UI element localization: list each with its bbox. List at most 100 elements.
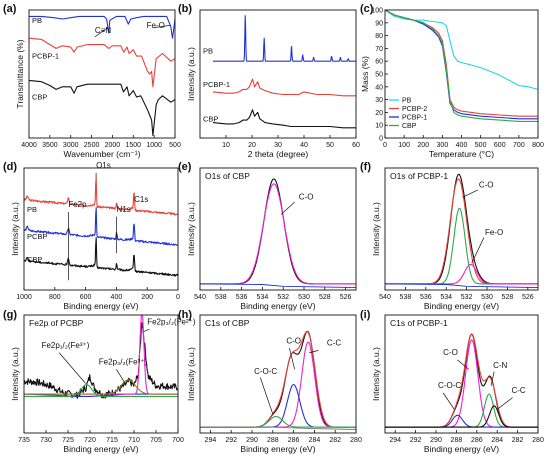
x-tick-label: 532 xyxy=(277,294,289,301)
x-tick-label: 288 xyxy=(267,437,279,444)
x-axis-label: Binding energy (eV) xyxy=(424,301,499,311)
series-line-pb xyxy=(29,15,175,39)
y-tick-label: 90 xyxy=(375,20,383,27)
annotation-pointer xyxy=(152,25,171,29)
x-tick-label: 290 xyxy=(246,437,258,444)
x-axis-label: Binding energy (eV) xyxy=(63,444,138,454)
series-line-cbp xyxy=(212,109,356,129)
x-tick-label: 294 xyxy=(205,437,217,444)
series-line xyxy=(24,384,178,397)
series-line xyxy=(385,207,538,285)
y-tick-label: 80 xyxy=(375,33,383,40)
x-tick-label: 700 xyxy=(513,142,525,149)
x-tick-label: 290 xyxy=(430,437,442,444)
x-tick-label: 534 xyxy=(440,294,452,301)
chart-title: O1s of PCBP-1 xyxy=(390,171,448,181)
y-tick-label: 100 xyxy=(371,8,383,15)
x-tick-label: 280 xyxy=(350,437,362,444)
x-tick-label: 286 xyxy=(288,437,300,444)
series-line-pcbp-1 xyxy=(212,78,356,97)
series-line xyxy=(200,283,356,289)
x-tick-label: 526 xyxy=(340,294,352,301)
x-tick-label: 528 xyxy=(319,294,331,301)
panel-f: (f) O1s of PCBP-1 540 538 536 534 532 530 528 526… xyxy=(360,161,539,311)
plot-area xyxy=(24,315,178,399)
x-tick-label: 530 xyxy=(298,294,310,301)
x-tick-label: 528 xyxy=(502,294,514,301)
y-tick-label: 20 xyxy=(375,110,383,117)
series-label-cbp: CBP xyxy=(203,114,218,123)
x-axis-label: 2 theta (degree) xyxy=(248,149,309,159)
plot-area xyxy=(385,10,538,122)
x-tick-label: 2500 xyxy=(84,142,100,149)
x-tick-label: 800 xyxy=(49,294,61,301)
x-tick-label: 294 xyxy=(389,437,401,444)
x-tick-label: 3000 xyxy=(63,142,79,149)
annotation-pointer xyxy=(280,201,295,215)
x-tick-label: 500 xyxy=(169,142,181,149)
x-tick-label: 282 xyxy=(329,437,341,444)
x-tick-label: 540 xyxy=(379,294,391,301)
chart-title: C1s of PCBP-1 xyxy=(390,318,448,328)
x-tick-label: 288 xyxy=(451,437,463,444)
annotation: C-O-C xyxy=(254,367,277,376)
x-tick-label: 60 xyxy=(352,142,360,149)
y-tick-label: 50 xyxy=(375,72,383,79)
axes-frame xyxy=(384,314,539,434)
panel-label: (d) xyxy=(3,161,17,173)
plot-area xyxy=(200,330,356,430)
series-line xyxy=(24,379,178,395)
x-tick-label: 292 xyxy=(225,437,237,444)
legend-entry: CBP xyxy=(402,123,417,130)
y-axis-label: Intensity (a.u.) xyxy=(371,202,381,256)
x-tick-label: 50 xyxy=(326,142,334,149)
x-tick-label: 720 xyxy=(84,437,96,444)
panel-h: (h) C1s of CBP 294 292 290 288 286 284 282 280 Bin… xyxy=(178,309,362,454)
y-tick-label: 40 xyxy=(375,84,383,91)
legend-entry: PB xyxy=(402,98,412,105)
series-line-pcbp xyxy=(24,207,178,246)
annotation-pointer xyxy=(442,392,455,410)
x-tick-label: 700 xyxy=(172,437,184,444)
annotation-pointer xyxy=(490,371,495,386)
axes-frame xyxy=(23,314,179,434)
x-tick-label: 536 xyxy=(420,294,432,301)
annotation-pointer xyxy=(143,328,150,332)
x-tick-label: 538 xyxy=(400,294,412,301)
x-tick-label: 715 xyxy=(106,437,118,444)
annotation: C-C xyxy=(511,386,525,395)
axes-frame xyxy=(28,9,176,139)
panel-label: (h) xyxy=(178,309,192,321)
panel-a: (a) 4000 3500 3000 2500 2000 1500 1000 500 Wavenu… xyxy=(3,3,181,159)
series-line xyxy=(385,333,538,428)
annotation-pointer xyxy=(116,369,126,384)
series-line-cbp xyxy=(24,237,178,277)
panel-d: (d) 1000 800 600 400 200 0 Binding energy (eV) I… xyxy=(3,161,180,311)
series-line xyxy=(385,283,538,289)
x-tick-label: 284 xyxy=(309,437,321,444)
panel-label: (a) xyxy=(3,3,17,15)
x-tick-label: 286 xyxy=(471,437,483,444)
x-tick-label: 710 xyxy=(128,437,140,444)
x-tick-label: 1000 xyxy=(16,294,32,301)
x-tick-label: 40 xyxy=(300,142,308,149)
series-label-pcbp-1: PCBP-1 xyxy=(203,80,230,89)
x-tick-label: 532 xyxy=(461,294,473,301)
x-tick-label: 1500 xyxy=(125,142,141,149)
x-axis-label: Binding energy (eV) xyxy=(240,444,315,454)
series-line-pb xyxy=(212,15,356,62)
annotation: Fe-O xyxy=(485,228,503,237)
plot-area xyxy=(385,173,538,289)
x-tick-label: 100 xyxy=(398,142,410,149)
y-axis-label: Transmittance (%) xyxy=(15,39,25,108)
series-line xyxy=(385,405,538,428)
x-tick-label: 536 xyxy=(236,294,248,301)
annotation: C-N xyxy=(493,361,507,370)
series-line xyxy=(200,183,356,285)
series-label-pb: PB xyxy=(27,205,37,214)
x-tick-label: 10 xyxy=(222,142,230,149)
annotation: Fe2p₃/₂(Fe²⁺) xyxy=(147,317,196,326)
x-tick-label: 20 xyxy=(248,142,256,149)
x-tick-label: 730 xyxy=(40,437,52,444)
x-tick-label: 282 xyxy=(512,437,524,444)
